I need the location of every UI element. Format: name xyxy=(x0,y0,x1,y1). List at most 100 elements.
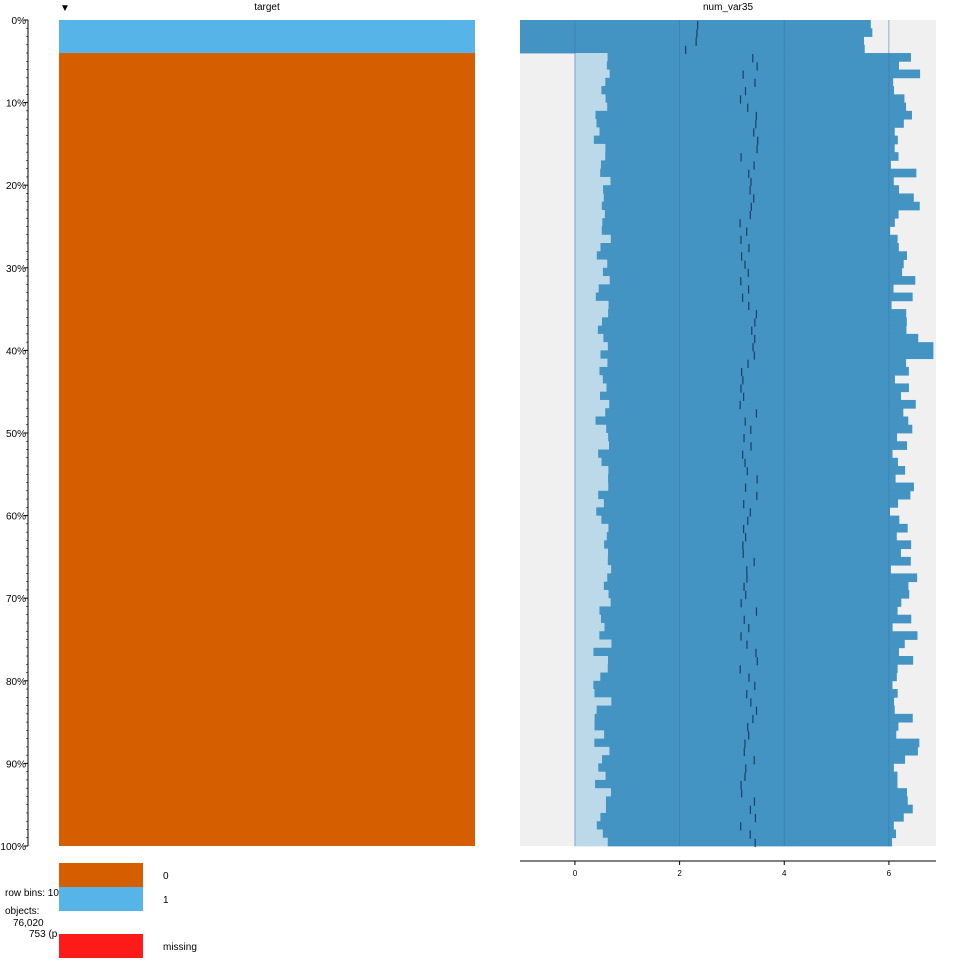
num-mean-bar xyxy=(605,796,908,806)
num-sd-band xyxy=(574,366,600,376)
num-mean-bar xyxy=(605,408,904,417)
num-mean-bar xyxy=(605,143,895,153)
num-mean-bar xyxy=(596,251,907,260)
num-mean-bar xyxy=(604,540,912,550)
num-mean-bar xyxy=(600,350,934,360)
num-sd-band xyxy=(574,441,609,450)
y-tick-label: 50% xyxy=(6,429,26,440)
num-sd-band xyxy=(574,342,608,351)
num-var35-column xyxy=(520,20,934,847)
y-tick-label: 60% xyxy=(6,512,26,523)
num-mean-bar xyxy=(608,474,896,483)
num-sd-band xyxy=(574,433,609,442)
num-sd-band xyxy=(574,622,605,632)
per-bin-text: 753 (p xyxy=(29,929,58,940)
target-segment-0 xyxy=(59,53,475,847)
num-sd-band xyxy=(574,300,609,310)
num-mean-bar xyxy=(595,416,909,426)
num-sd-band xyxy=(574,457,602,467)
legend-label-1: 1 xyxy=(163,895,169,906)
num-mean-bar xyxy=(601,86,895,95)
num-mean-bar xyxy=(593,647,899,657)
num-sd-band xyxy=(574,680,594,690)
num-sd-band xyxy=(574,656,608,665)
num-mean-bar xyxy=(594,722,899,731)
num-sd-band xyxy=(574,234,611,244)
num-sd-band xyxy=(574,325,598,335)
num-mean-bar xyxy=(605,771,898,781)
num-mean-bar xyxy=(602,755,906,764)
num-sd-band xyxy=(574,647,594,657)
sort-indicator[interactable]: ▼ xyxy=(60,3,70,14)
num-mean-bar xyxy=(601,614,912,624)
num-mean-bar xyxy=(605,94,905,103)
num-mean-bar xyxy=(607,656,914,665)
num-sd-band xyxy=(574,606,600,616)
num-mean-bar xyxy=(608,433,898,442)
num-sd-band xyxy=(574,317,602,327)
num-sd-band xyxy=(574,243,601,252)
num-sd-band xyxy=(574,474,609,483)
num-sd-band xyxy=(574,143,606,153)
objects-value: 76,020 xyxy=(13,918,44,929)
num-mean-bar xyxy=(603,185,900,194)
num-sd-band xyxy=(574,763,599,773)
num-mean-bar xyxy=(596,507,890,516)
num-mean-bar xyxy=(599,631,918,640)
num-sd-band xyxy=(574,127,600,137)
num-mean-bar xyxy=(603,193,914,203)
y-tick-label: 90% xyxy=(6,759,26,770)
num-sd-band xyxy=(574,383,607,393)
y-tick-label: 30% xyxy=(6,264,26,275)
x-tick-label: 4 xyxy=(782,869,787,878)
num-mean-bar xyxy=(604,730,897,740)
legend-label-0: 0 xyxy=(163,871,169,882)
target-segment-1 xyxy=(59,20,475,54)
num-mean-bar xyxy=(610,234,898,244)
num-sd-band xyxy=(574,309,609,318)
num-sd-band xyxy=(574,598,611,607)
num-sd-band xyxy=(574,507,597,516)
row-bins-text: row bins: 10 xyxy=(5,888,59,899)
num-sd-band xyxy=(574,77,606,87)
num-mean-bar xyxy=(610,176,894,186)
num-mean-bar xyxy=(593,135,898,145)
num-mean-bar xyxy=(607,556,911,566)
num-sd-band xyxy=(574,556,608,566)
num-mean-bar xyxy=(603,581,909,591)
num-mean-bar xyxy=(593,680,893,690)
num-mean-bar xyxy=(595,779,898,789)
num-mean-bar xyxy=(594,689,898,698)
legend-swatch-0 xyxy=(59,863,143,887)
num-mean-bar xyxy=(607,342,934,351)
num-mean-bar xyxy=(607,53,911,62)
num-sd-band xyxy=(574,350,601,360)
num-sd-band xyxy=(574,664,608,673)
num-mean-bar xyxy=(596,705,895,715)
num-sd-band xyxy=(574,61,607,70)
num-sd-band xyxy=(574,631,600,640)
num-mean-bar xyxy=(609,746,918,756)
legend-label-missing: missing xyxy=(163,942,197,953)
num-mean-bar xyxy=(606,61,900,70)
num-sd-band xyxy=(574,119,597,128)
num-var35-gridlines xyxy=(574,20,890,846)
num-sd-band xyxy=(574,672,601,682)
num-sd-band xyxy=(574,69,610,79)
num-sd-band xyxy=(574,160,601,170)
num-sd-band xyxy=(574,755,603,764)
num-var35-median-marks xyxy=(685,21,759,847)
num-sd-band xyxy=(574,218,603,227)
num-sd-band xyxy=(574,94,606,103)
num-mean-bar xyxy=(607,837,893,847)
num-mean-bar xyxy=(596,821,894,830)
num-sd-band xyxy=(574,482,609,492)
num-mean-bar xyxy=(520,28,873,37)
objects-label: objects: xyxy=(5,906,40,917)
num-sd-band xyxy=(574,829,603,839)
y-tick-label: 70% xyxy=(6,594,26,605)
num-mean-bar xyxy=(606,424,913,434)
num-mean-bar xyxy=(607,664,898,673)
num-sd-band xyxy=(574,581,604,591)
num-mean-bar xyxy=(609,276,916,285)
